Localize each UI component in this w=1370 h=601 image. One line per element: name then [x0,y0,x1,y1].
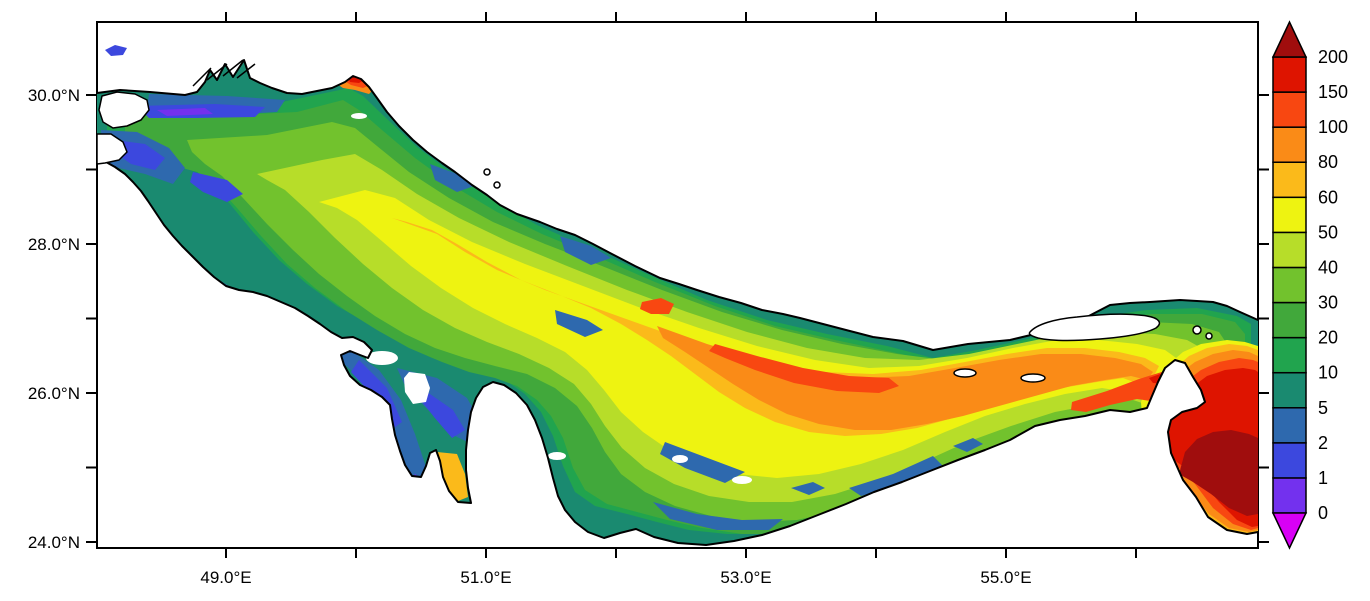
colorbar-label: 30 [1318,293,1338,313]
islet [483,168,491,176]
shallow-region-1-2-qatar-e [525,462,552,509]
contour-field [97,60,1258,545]
colorbar: 0 1 2 5 10 20 30 40 50 60 80 100 150 200 [1271,20,1348,550]
colorbar-label: 40 [1318,257,1338,277]
shallow-region-2-5-spot4 [791,482,825,495]
colorbar-label: 200 [1318,47,1348,67]
y-axis-label: 24.0°N [28,533,80,552]
colorbar-label: 20 [1318,328,1338,348]
colorbar-label: 10 [1318,363,1338,383]
qeshm-island [1028,313,1161,342]
colorbar-label: 80 [1318,152,1338,172]
shallow-region-1-2-qatar-n [421,392,465,438]
x-axis-label: 55.0°E [980,568,1031,587]
shallow-region-2-5-north-spot2 [560,236,611,265]
no-data-patch [548,452,566,460]
colorbar-box [1272,196,1307,234]
colorbar-arrow-over [1271,20,1308,58]
shallow-region-1-2-nw2 [115,140,165,170]
colorbar-box [1272,371,1307,409]
colorbar-box [1272,407,1307,444]
colorbar-label: 1 [1318,468,1328,488]
colorbar-label: 50 [1318,222,1338,242]
x-axis-label: 53.0°E [720,568,771,587]
river-creeks [192,59,256,87]
no-data-patch [351,113,367,119]
axes: 49.0°E 51.0°E 53.0°E 55.0°E 30.0°N 28.0°N 26.0… [28,12,1269,587]
islet [1020,373,1046,383]
colorbar-label: 5 [1318,398,1328,418]
islet [953,368,977,378]
shallow-region-2-5-spot5 [953,438,983,452]
colorbar-box [1272,231,1307,269]
contour-region-80-100 [657,326,1153,430]
shallow-region-2-5-north-spot3 [555,310,603,337]
islet [493,181,501,189]
detached-shallow-patch [105,45,127,56]
contour-region-60-80-salwa [436,452,468,503]
colorbar-box [1272,161,1307,199]
islet [1205,332,1213,340]
contour-region-over-200 [1179,430,1258,516]
x-axis-label: 51.0°E [460,568,511,587]
shallow-region-2-5-uae-coast [653,502,783,530]
colorbar-label: 100 [1318,117,1348,137]
shallow-region-2-5-north-spot1 [430,164,474,192]
colorbar-box [1272,336,1307,374]
colorbar-label: 60 [1318,187,1338,207]
colorbar-label: 2 [1318,433,1328,453]
no-data-patch [366,351,398,365]
colorbar-box [1272,56,1307,93]
gulf-map [96,45,1259,546]
no-data-patch [826,514,864,526]
x-axis-label: 49.0°E [200,568,251,587]
y-axis-label: 28.0°N [28,235,80,254]
islet [1192,325,1202,335]
plot-frame [96,21,1259,549]
colorbar-box [1272,266,1307,304]
contour-region-100-150-patch1 [640,298,674,314]
west-coast-cape [96,133,128,165]
no-data-patch-bahrain [404,372,430,404]
no-data-patch [732,476,752,484]
shatt-al-arab-lagoon [98,91,150,129]
colorbar-box [1272,126,1307,163]
y-axis-label: 30.0°N [28,86,80,105]
colorbar-box [1272,301,1307,339]
shallow-region-1-2-nw3 [190,172,243,202]
shallow-region-2-5-qatar-se [660,442,745,483]
colorbar-label: 0 [1318,503,1328,523]
shallow-region-0-1-nw [157,108,213,116]
y-axis-label: 26.0°N [28,384,80,403]
colorbar-box [1272,91,1307,128]
shallow-region-2-5-uae-coast2 [849,456,943,496]
colorbar-arrow-under [1271,512,1308,550]
colorbar-box [1272,477,1307,514]
colorbar-box [1272,442,1307,479]
contour-region-100-150-trough [709,344,899,393]
no-data-patch [672,455,688,463]
colorbar-label: 150 [1318,82,1348,102]
